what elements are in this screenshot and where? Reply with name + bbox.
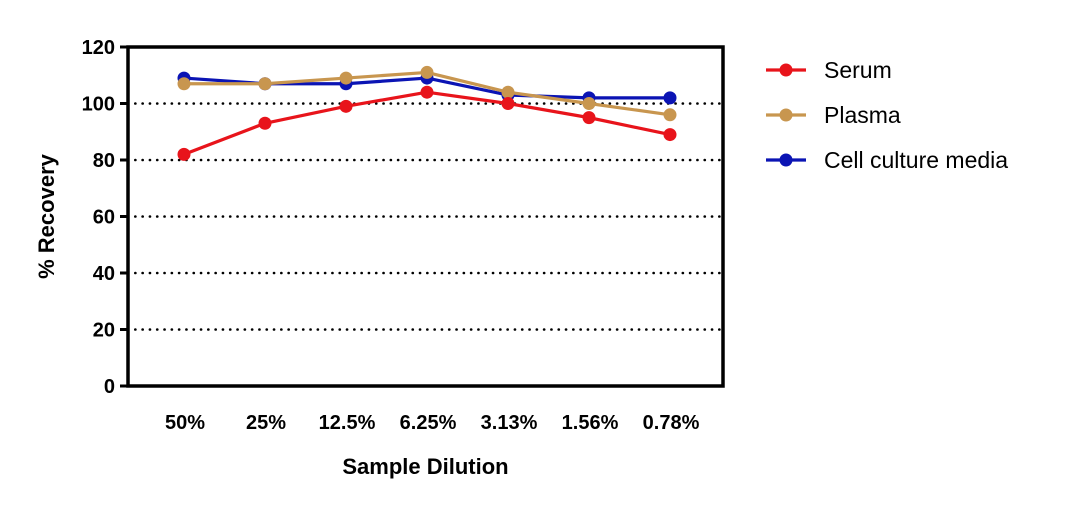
data-point-serum (177, 147, 191, 161)
x-tick-label: 6.25% (400, 412, 457, 434)
data-point-serum (501, 97, 515, 110)
y-tick-label: 80 (93, 150, 115, 172)
legend-swatch-marker (779, 108, 793, 122)
data-point-serum (663, 128, 677, 142)
x-axis-title: Sample Dilution (342, 454, 508, 479)
x-tick-label: 3.13% (481, 412, 538, 434)
data-point-cell-culture-media (663, 91, 677, 105)
data-point-plasma (582, 97, 596, 110)
x-tick-label: 25% (246, 412, 286, 434)
legend-label: Serum (824, 57, 892, 83)
y-tick-label: 60 (93, 207, 115, 229)
series (177, 65, 677, 161)
y-tick-labels: 0 20 40 60 80 100 120 (82, 37, 115, 398)
y-tick-label: 40 (93, 263, 115, 285)
legend-swatch-marker (779, 153, 793, 167)
legend-item-plasma: Plasma (766, 102, 901, 128)
data-point-serum (258, 116, 272, 130)
series-plasma (177, 65, 677, 122)
data-point-plasma (177, 77, 191, 91)
data-point-serum (339, 99, 353, 113)
gridlines (126, 102, 725, 331)
x-tick-label: 1.56% (562, 412, 619, 434)
x-tick-label: 12.5% (319, 412, 376, 434)
data-point-plasma (501, 85, 515, 99)
y-axis-title: % Recovery (34, 153, 59, 279)
y-tick-label: 20 (93, 320, 115, 342)
y-tick-label: 120 (82, 37, 115, 59)
legend-swatch-marker (779, 63, 793, 77)
x-tick-label: 0.78% (643, 412, 700, 434)
data-point-plasma (663, 108, 677, 122)
data-point-plasma (420, 65, 434, 79)
legend-item-serum: Serum (766, 57, 892, 83)
data-point-plasma (258, 77, 272, 91)
x-tick-labels: 50% 25% 12.5% 6.25% 3.13% 1.56% 0.78% (165, 412, 700, 434)
data-point-serum (420, 85, 434, 99)
y-tick-label: 100 (82, 94, 115, 116)
legend-label: Plasma (824, 102, 901, 128)
legend-item-cell-culture-media: Cell culture media (766, 147, 1008, 173)
y-tick-label: 0 (104, 376, 115, 398)
axes (120, 45, 725, 388)
data-point-plasma (339, 71, 353, 85)
series-serum (177, 85, 677, 161)
series-line-serum (183, 90, 671, 156)
x-tick-label: 50% (165, 412, 205, 434)
data-point-serum (582, 111, 596, 125)
legend: Serum Plasma Cell culture media (766, 57, 1008, 173)
legend-label: Cell culture media (824, 147, 1008, 173)
